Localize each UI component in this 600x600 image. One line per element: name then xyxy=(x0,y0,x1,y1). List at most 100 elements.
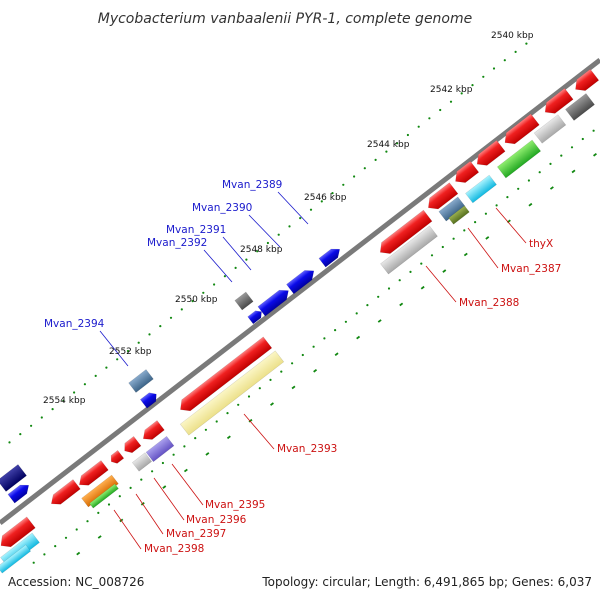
tick-dot xyxy=(73,391,76,394)
tick-dot xyxy=(363,167,366,170)
gene-label-mvan-2396: Mvan_2396 xyxy=(186,514,247,526)
gene-feature xyxy=(89,483,119,509)
tick-dot xyxy=(449,100,453,103)
map-title: Mycobacterium vanbaalenii PYR-1, complet… xyxy=(98,11,473,27)
tick-dash xyxy=(291,385,296,390)
tick-dot xyxy=(19,433,22,436)
tick-dot xyxy=(40,416,43,419)
tick-dot xyxy=(374,158,377,161)
leader-line xyxy=(277,191,309,225)
tick-dash xyxy=(162,485,167,489)
tick-dot xyxy=(118,495,121,498)
gene-feature xyxy=(81,474,119,508)
tick-dot xyxy=(43,553,46,556)
gene-feature xyxy=(247,310,262,325)
tick-dot xyxy=(288,225,291,228)
tick-dash xyxy=(205,452,210,456)
tick-dot xyxy=(460,92,463,95)
tick-dot xyxy=(377,295,380,298)
gene-feature xyxy=(533,114,567,144)
tick-dot xyxy=(538,171,541,174)
tick-dot xyxy=(116,358,119,361)
leader-line xyxy=(203,249,233,283)
kbp-label: 2554 kbp xyxy=(43,396,86,406)
kbp-tick-labels: 2540 kbp 2542 kbp 2544 kbp 2546 kbp 2548… xyxy=(43,31,534,406)
tick-dot xyxy=(398,279,401,282)
leader-line xyxy=(248,214,281,248)
tick-dash xyxy=(377,319,382,323)
tick-dot xyxy=(492,67,496,70)
tick-dot xyxy=(387,287,391,290)
tick-dash xyxy=(485,236,490,240)
tick-dot xyxy=(439,108,442,112)
leader-line xyxy=(171,463,204,506)
kbp-label: 2544 kbp xyxy=(367,140,410,150)
tick-dash xyxy=(463,252,468,257)
accession-text: Accession: NC_008726 xyxy=(8,575,144,589)
tick-dot xyxy=(223,275,226,278)
tick-dot xyxy=(94,374,97,377)
tick-dot xyxy=(169,316,173,319)
leader-line xyxy=(99,330,129,367)
tick-dash xyxy=(528,202,533,207)
tick-dash xyxy=(226,435,231,440)
tick-dot xyxy=(517,187,520,190)
tick-dot xyxy=(247,395,251,398)
gene-label-mvan-2390: Mvan_2390 xyxy=(192,202,252,214)
kbp-label: 2540 kbp xyxy=(491,31,534,41)
tick-dot xyxy=(256,250,259,253)
gene-label-mvan-2391: Mvan_2391 xyxy=(166,224,226,236)
gene-feature xyxy=(465,174,497,204)
tick-dot xyxy=(355,312,358,315)
tick-dot xyxy=(226,412,229,415)
gene-label-mvan-2392: Mvan_2392 xyxy=(147,237,207,249)
tick-dot xyxy=(194,437,197,440)
gene-feature xyxy=(79,460,109,486)
gene-feature xyxy=(544,87,574,114)
gene-label-mvan-2393: Mvan_2393 xyxy=(277,443,337,455)
tick-dots xyxy=(8,42,597,564)
genome-backbone xyxy=(0,58,600,525)
tick-dot xyxy=(30,424,33,427)
tick-dot xyxy=(75,528,78,531)
leader-line xyxy=(153,477,185,521)
tick-dot xyxy=(64,536,68,539)
gene-label-mvan-2388: Mvan_2388 xyxy=(459,297,519,309)
tick-dot xyxy=(159,325,162,328)
tick-dot xyxy=(51,408,54,411)
tick-dash xyxy=(549,186,554,190)
tick-dot xyxy=(406,133,409,137)
tick-dot xyxy=(323,337,326,340)
gene-feature xyxy=(438,196,466,222)
tick-dot xyxy=(484,212,487,215)
kbp-label: 2546 kbp xyxy=(304,193,347,203)
tick-dash xyxy=(183,468,188,473)
tick-dot xyxy=(180,308,183,311)
tick-dot xyxy=(506,196,509,199)
tick-dot xyxy=(245,258,248,261)
tick-dot xyxy=(215,420,218,423)
gene-label-mvan-2397: Mvan_2397 xyxy=(166,528,226,540)
tick-dot xyxy=(32,561,35,564)
gene-label-mvan-2395: Mvan_2395 xyxy=(205,499,265,511)
tick-dot xyxy=(495,204,498,207)
gene-feature xyxy=(142,420,165,440)
tick-dot xyxy=(140,478,143,481)
tick-dot xyxy=(266,241,269,245)
tick-dot xyxy=(344,320,347,323)
gene-feature xyxy=(496,139,542,179)
tick-dot xyxy=(503,59,506,62)
gene-label-mvan-2389: Mvan_2389 xyxy=(222,179,282,191)
tick-dot xyxy=(161,461,164,465)
tick-dot xyxy=(126,349,130,353)
tick-dot xyxy=(191,300,194,303)
tick-dot xyxy=(463,229,466,232)
tick-dot xyxy=(474,221,477,224)
tick-dot xyxy=(234,266,237,269)
leader-line xyxy=(425,265,457,303)
gene-feature xyxy=(128,369,154,393)
gene-feature xyxy=(504,113,540,145)
gene-feature xyxy=(565,93,595,121)
gene-feature xyxy=(7,484,30,504)
gene-feature xyxy=(139,392,157,409)
